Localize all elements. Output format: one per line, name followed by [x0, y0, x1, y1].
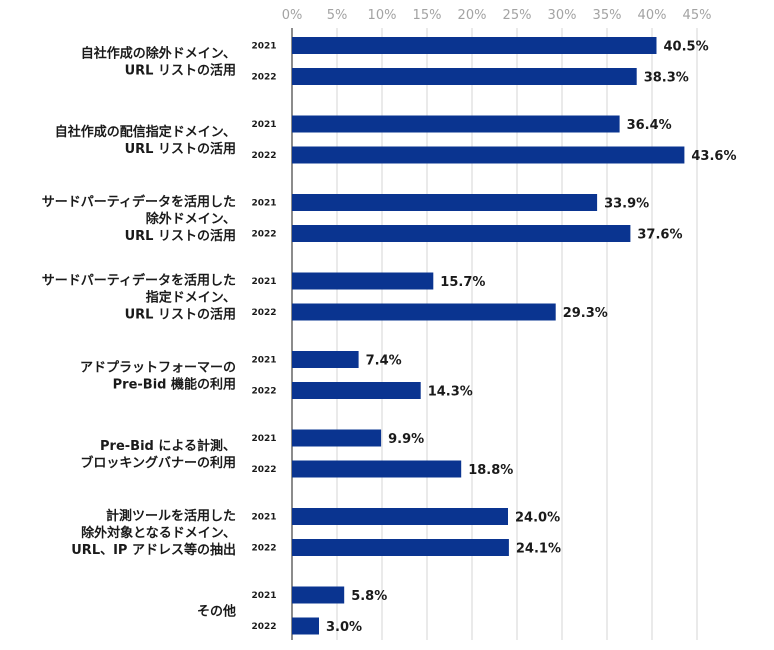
x-tick-label: 30%	[548, 8, 577, 23]
value-label: 7.4%	[366, 354, 402, 369]
category-label: サードパーティデータを活用した	[42, 273, 236, 289]
year-label: 2022	[251, 544, 276, 554]
year-label: 2022	[251, 230, 276, 240]
category-label: URL リストの活用	[125, 141, 236, 157]
year-label: 2021	[251, 356, 276, 366]
year-label: 2021	[251, 513, 276, 523]
bar	[292, 37, 657, 54]
year-label: 2021	[251, 199, 276, 209]
x-tick-label: 45%	[683, 8, 712, 23]
category-label: ブロッキングバナーの利用	[80, 455, 236, 471]
value-label: 40.5%	[664, 40, 709, 55]
x-tick-label: 10%	[368, 8, 397, 23]
category-label: 計測ツールを活用した	[106, 508, 236, 524]
bar	[292, 617, 319, 635]
bar	[292, 115, 620, 133]
value-label: 33.9%	[604, 197, 649, 212]
bar	[292, 303, 556, 321]
category-label: その他	[197, 604, 236, 620]
year-label: 2022	[251, 622, 276, 632]
bar	[292, 146, 685, 164]
category-label: 除外ドメイン、	[146, 211, 236, 227]
value-label: 3.0%	[326, 620, 362, 635]
value-label: 15.7%	[440, 275, 485, 290]
bar	[292, 68, 637, 85]
bar	[292, 586, 345, 604]
x-tick-label: 15%	[413, 8, 442, 23]
category-label: 自社作成の配信指定ドメイン、	[55, 124, 236, 140]
bar	[292, 382, 421, 399]
value-label: 38.3%	[644, 71, 689, 86]
year-label: 2022	[251, 308, 276, 318]
category-label: 除外対象となるドメイン、	[81, 525, 236, 541]
category-label: URL リストの活用	[125, 63, 236, 79]
year-label: 2021	[251, 434, 276, 444]
value-label: 9.9%	[388, 432, 424, 447]
x-tick-label: 20%	[458, 8, 487, 23]
x-tick-label: 35%	[593, 8, 622, 23]
category-label: アドプラットフォーマーの	[80, 361, 236, 376]
value-label: 43.6%	[691, 149, 736, 164]
year-label: 2021	[251, 42, 276, 52]
value-label: 36.4%	[627, 118, 672, 133]
value-label: 29.3%	[563, 306, 608, 321]
category-label: Pre-Bid による計測、	[100, 438, 236, 454]
year-label: 2022	[251, 151, 276, 161]
x-tick-label: 25%	[503, 8, 532, 23]
value-label: 5.8%	[351, 589, 387, 604]
bar	[292, 194, 598, 211]
category-label: 自社作成の除外ドメイン、	[81, 46, 236, 62]
bar	[292, 429, 382, 447]
bar	[292, 272, 434, 290]
x-tick-label: 5%	[327, 8, 348, 23]
year-label: 2021	[251, 277, 276, 287]
category-label: URL リストの活用	[125, 228, 236, 244]
x-tick-label: 40%	[638, 8, 667, 23]
category-label: URL、IP アドレス等の抽出	[71, 542, 236, 558]
year-label: 2021	[251, 591, 276, 601]
bar	[292, 508, 508, 525]
value-label: 24.0%	[515, 511, 560, 526]
category-label: サードパーティデータを活用した	[42, 194, 236, 210]
year-label: 2022	[251, 387, 276, 397]
value-label: 24.1%	[516, 542, 561, 557]
bar	[292, 351, 359, 368]
year-label: 2021	[251, 120, 276, 130]
category-label: URL リストの活用	[125, 307, 236, 323]
value-label: 18.8%	[468, 463, 513, 478]
category-label: 指定ドメイン、	[146, 290, 236, 306]
year-label: 2022	[251, 465, 276, 475]
value-label: 37.6%	[637, 228, 682, 243]
year-label: 2022	[251, 73, 276, 83]
category-label: Pre-Bid 機能の利用	[113, 377, 236, 393]
value-label: 14.3%	[428, 385, 473, 400]
bar	[292, 460, 462, 478]
bar	[292, 225, 631, 242]
bar	[292, 539, 509, 556]
x-tick-label: 0%	[282, 8, 303, 23]
